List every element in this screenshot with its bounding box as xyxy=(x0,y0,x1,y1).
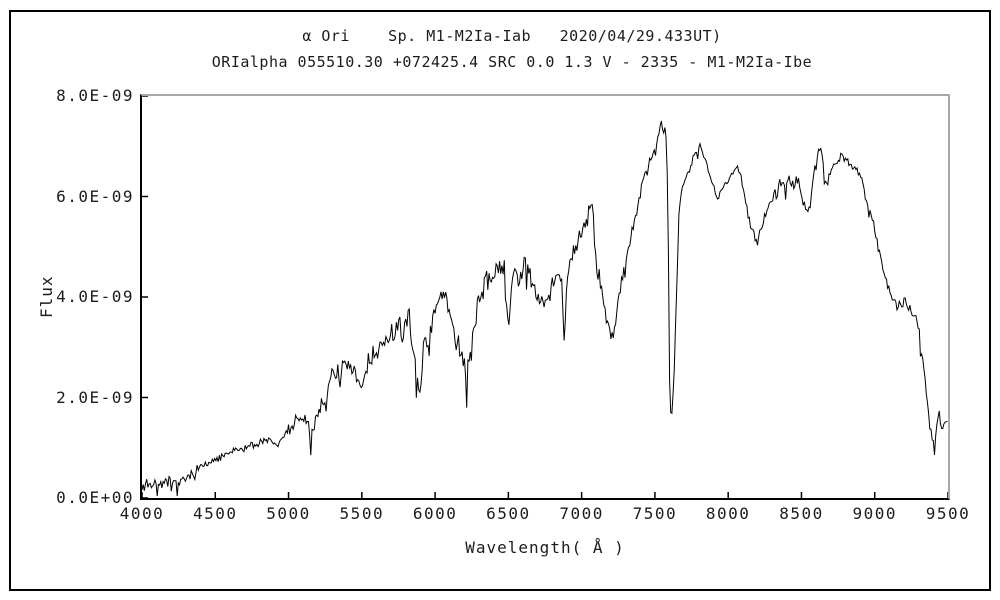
spectrum-curve-svg xyxy=(142,96,948,498)
axis-ticks xyxy=(142,96,948,498)
x-tick-label: 7500 xyxy=(632,504,678,523)
figure-border xyxy=(9,10,991,591)
x-tick-label: 6500 xyxy=(486,504,531,523)
x-tick-label: 5500 xyxy=(339,504,385,523)
spectrum-curve xyxy=(142,120,948,497)
y-tick-label: 2.0E-09 xyxy=(56,387,134,407)
x-tick-label: 9000 xyxy=(852,504,897,523)
plot-area xyxy=(140,94,950,500)
x-tick-label: 9500 xyxy=(925,504,971,523)
x-tick-label: 4000 xyxy=(119,504,165,523)
x-axis-title: Wavelength( Å ) xyxy=(465,538,625,557)
chart-title-line2: ORIalpha 055510.30 +072425.4 SRC 0.0 1.3… xyxy=(211,53,813,71)
x-tick-label: 8000 xyxy=(705,504,751,523)
y-tick-label: 6.0E-09 xyxy=(56,186,134,206)
x-tick-label: 8500 xyxy=(779,504,824,523)
x-tick-label: 4500 xyxy=(193,504,238,523)
x-tick-label: 5000 xyxy=(266,504,311,523)
y-tick-label: 0.0E+00 xyxy=(56,488,134,507)
x-tick-label: 7000 xyxy=(559,504,604,523)
y-tick-label: 4.0E-09 xyxy=(56,287,134,306)
chart-title-line1: α Ori Sp. M1-M2Ia-Iab 2020/04/29.433UT) xyxy=(302,27,722,45)
y-tick-label: 8.0E-09 xyxy=(56,86,134,105)
x-tick-label: 6000 xyxy=(412,504,458,523)
